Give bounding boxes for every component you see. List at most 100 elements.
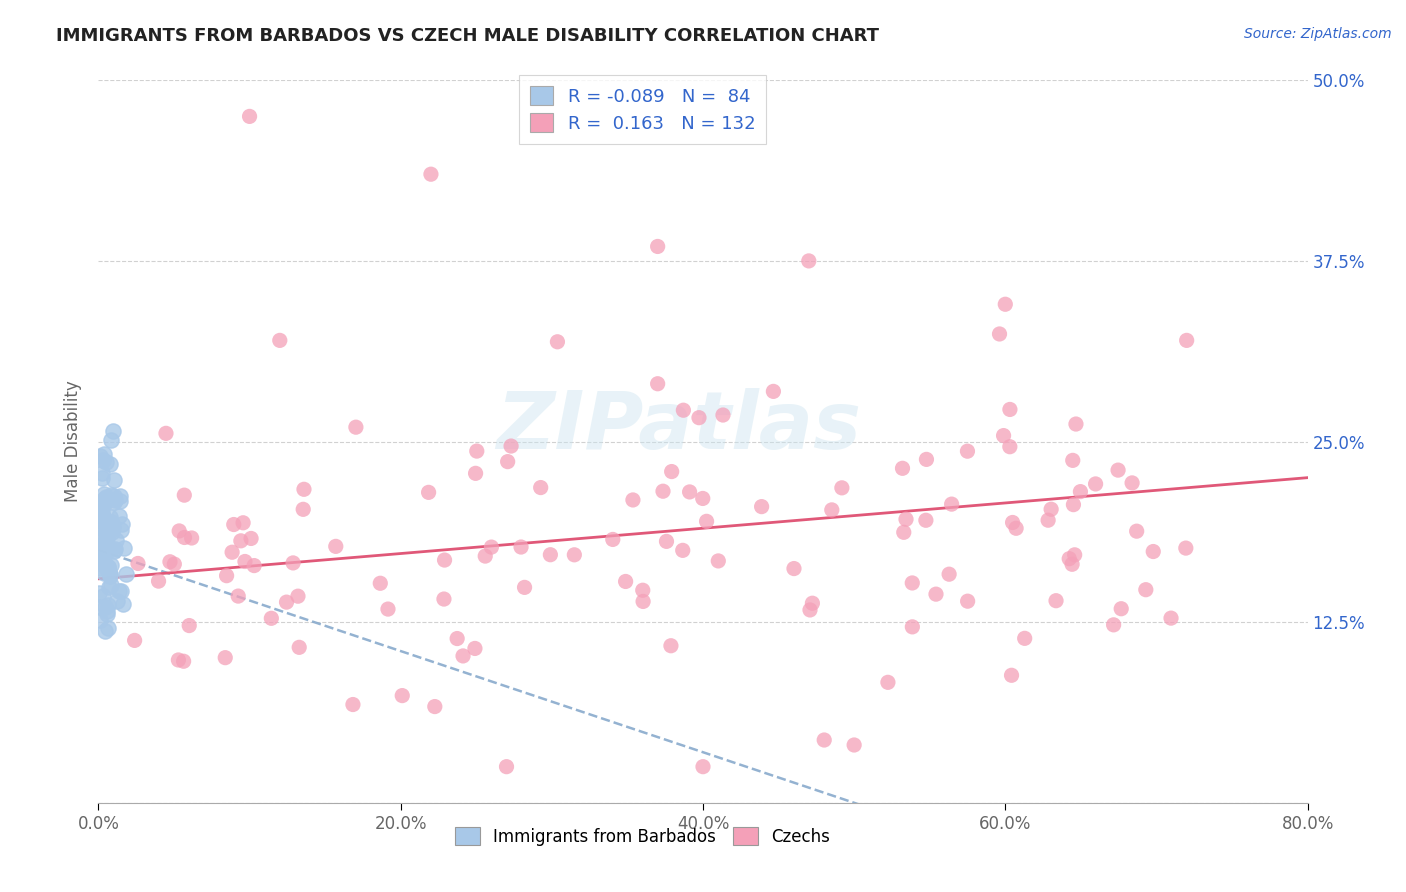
- Point: [1084, 477, 1107, 491]
- Point: [91, 545, 114, 559]
- Point: [751, 500, 773, 514]
- Point: [344, 420, 367, 434]
- Point: [530, 481, 553, 495]
- Point: [1135, 582, 1157, 597]
- Point: [100, 516, 122, 530]
- Point: [179, 618, 201, 632]
- Point: [655, 534, 678, 549]
- Point: [423, 699, 446, 714]
- Point: [692, 760, 714, 774]
- Point: [647, 239, 669, 253]
- Point: [377, 602, 399, 616]
- Point: [420, 167, 443, 181]
- Point: [696, 514, 718, 528]
- Point: [100, 488, 122, 502]
- Point: [108, 494, 131, 508]
- Point: [229, 533, 252, 548]
- Point: [105, 594, 128, 608]
- Point: [692, 491, 714, 506]
- Point: [325, 540, 347, 554]
- Point: [104, 533, 127, 548]
- Point: [112, 598, 135, 612]
- Point: [1107, 463, 1129, 477]
- Point: [915, 513, 938, 527]
- Point: [901, 576, 924, 591]
- Text: ZIPatlas: ZIPatlas: [496, 388, 862, 467]
- Point: [90, 521, 112, 535]
- Point: [93, 511, 115, 525]
- Point: [877, 675, 900, 690]
- Point: [433, 553, 456, 567]
- Point: [103, 473, 125, 487]
- Text: IMMIGRANTS FROM BARBADOS VS CZECH MALE DISABILITY CORRELATION CHART: IMMIGRANTS FROM BARBADOS VS CZECH MALE D…: [56, 27, 879, 45]
- Point: [96, 517, 118, 532]
- Point: [93, 535, 115, 549]
- Point: [901, 620, 924, 634]
- Point: [91, 525, 114, 540]
- Point: [91, 544, 114, 558]
- Point: [89, 502, 111, 516]
- Point: [510, 540, 533, 554]
- Point: [93, 566, 115, 580]
- Point: [103, 489, 125, 503]
- Point: [998, 402, 1021, 417]
- Point: [100, 524, 122, 539]
- Point: [269, 334, 291, 348]
- Point: [799, 603, 821, 617]
- Point: [90, 499, 112, 513]
- Point: [281, 556, 304, 570]
- Point: [148, 574, 170, 588]
- Point: [433, 592, 456, 607]
- Point: [112, 541, 135, 555]
- Point: [155, 426, 177, 441]
- Point: [956, 444, 979, 458]
- Point: [1057, 551, 1080, 566]
- Point: [89, 613, 111, 627]
- Point: [288, 640, 311, 655]
- Point: [110, 584, 132, 599]
- Point: [464, 641, 486, 656]
- Point: [831, 481, 853, 495]
- Text: Source: ZipAtlas.com: Source: ZipAtlas.com: [1244, 27, 1392, 41]
- Point: [94, 454, 117, 468]
- Point: [631, 594, 654, 608]
- Point: [163, 557, 186, 571]
- Point: [97, 621, 120, 635]
- Point: [97, 559, 120, 574]
- Point: [103, 543, 125, 558]
- Point: [93, 555, 115, 569]
- Point: [91, 471, 114, 485]
- Point: [661, 465, 683, 479]
- Point: [1109, 601, 1132, 615]
- Point: [167, 653, 190, 667]
- Point: [98, 569, 121, 583]
- Point: [100, 541, 122, 556]
- Point: [101, 516, 124, 531]
- Point: [1040, 502, 1063, 516]
- Point: [659, 639, 682, 653]
- Point: [1174, 541, 1197, 555]
- Point: [240, 532, 263, 546]
- Point: [96, 604, 118, 618]
- Point: [614, 574, 637, 589]
- Point: [180, 531, 202, 545]
- Point: [124, 633, 146, 648]
- Point: [688, 410, 710, 425]
- Point: [844, 738, 866, 752]
- Point: [501, 439, 523, 453]
- Point: [1175, 334, 1198, 348]
- Point: [1142, 544, 1164, 558]
- Point: [260, 611, 283, 625]
- Point: [100, 578, 122, 592]
- Point: [446, 632, 468, 646]
- Point: [1062, 453, 1084, 467]
- Point: [89, 561, 111, 575]
- Point: [100, 558, 122, 572]
- Point: [956, 594, 979, 608]
- Point: [93, 453, 115, 467]
- Point: [647, 376, 669, 391]
- Point: [100, 434, 122, 448]
- Point: [98, 566, 121, 581]
- Point: [1001, 516, 1024, 530]
- Legend: Immigrants from Barbados, Czechs: Immigrants from Barbados, Czechs: [449, 821, 837, 852]
